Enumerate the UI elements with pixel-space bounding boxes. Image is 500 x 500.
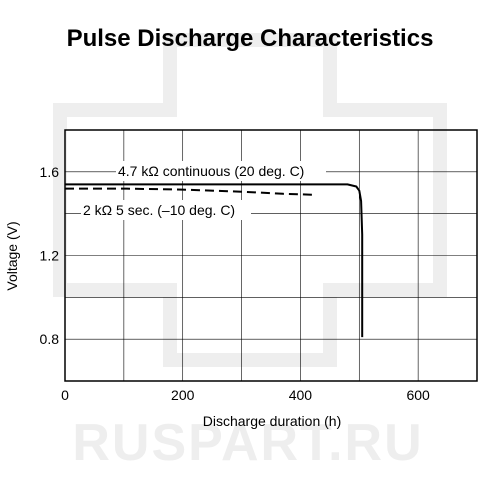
series-1-line bbox=[65, 183, 364, 338]
chart-title: Pulse Discharge Characteristics bbox=[67, 25, 434, 52]
x-tick-label: 200 bbox=[171, 387, 195, 403]
watermark-text: RUSPART.RU bbox=[72, 414, 423, 472]
y-tick-label: 0.8 bbox=[40, 331, 60, 347]
watermark-graphic: RUSPART.RU bbox=[53, 33, 447, 472]
watermark-cross-shape bbox=[53, 33, 447, 367]
x-tick-label: 600 bbox=[406, 387, 430, 403]
series-2-annotation: 2 kΩ 5 sec. (–10 deg. C) bbox=[83, 202, 235, 218]
y-tick-labels: 0.8 1.2 1.6 bbox=[40, 164, 60, 347]
plot-area-frame bbox=[64, 129, 478, 382]
series-2-line bbox=[65, 187, 316, 196]
series-1-annotation: 4.7 kΩ continuous (20 deg. C) bbox=[118, 163, 304, 179]
x-tick-labels: 0 200 400 600 bbox=[61, 387, 430, 403]
series-lines bbox=[65, 183, 364, 338]
annotation-2-background bbox=[81, 200, 251, 220]
y-axis-label: Voltage (V) bbox=[4, 221, 20, 290]
x-tick-label: 0 bbox=[61, 387, 69, 403]
x-tick-label: 400 bbox=[289, 387, 313, 403]
x-axis-label: Discharge duration (h) bbox=[203, 413, 342, 429]
y-tick-label: 1.6 bbox=[40, 164, 60, 180]
y-tick-label: 1.2 bbox=[40, 248, 60, 264]
annotation-1-background bbox=[116, 161, 326, 181]
